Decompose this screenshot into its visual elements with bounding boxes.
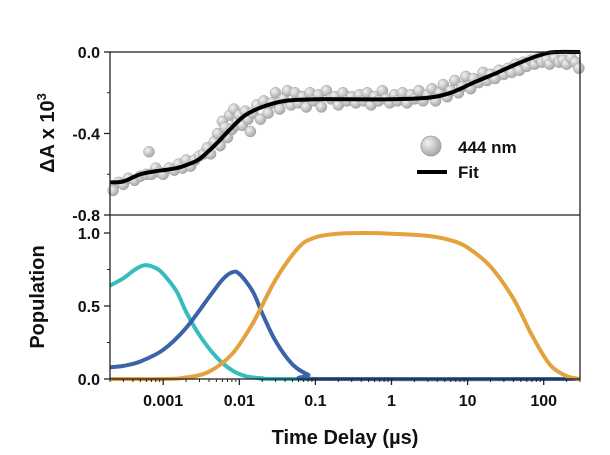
- legend-marker-444-nm: [420, 135, 442, 157]
- bottom-y-tick-label-1: 0.5: [78, 299, 100, 316]
- data-point-444nm-7: [143, 146, 155, 158]
- legend-label-444-nm: 444 nm: [458, 138, 517, 157]
- top-y-tick-label-1: -0.4: [72, 127, 100, 144]
- x-tick-label-1: 0.01: [224, 393, 255, 410]
- legend-item-fit: Fit: [417, 163, 479, 182]
- data-point-444nm-121: [573, 62, 585, 75]
- population-curve-2: [109, 231, 581, 382]
- bottom-y-tick-label-0: 0.0: [78, 372, 100, 389]
- data-point-444nm-45: [269, 87, 282, 99]
- top-panel-series: [107, 49, 585, 197]
- bottom-y-ticks: 0.0 0.5 1.0: [78, 226, 110, 389]
- x-tick-label-3: 1: [387, 393, 396, 410]
- bottom-y-tick-label-2: 1.0: [78, 226, 100, 243]
- x-tick-label-2: 0.1: [304, 393, 326, 410]
- x-tick-label-4: 10: [459, 393, 477, 410]
- bottom-y-axis-label: Population: [27, 245, 49, 348]
- bottom-panel-series: [108, 231, 581, 382]
- population-curve-0: [108, 263, 581, 382]
- top-y-tick-label-0: 0.0: [78, 45, 100, 62]
- legend-item-444-nm: 444 nm: [420, 135, 517, 157]
- x-tick-label-0: 0.001: [143, 393, 183, 410]
- legend: 444 nm Fit: [417, 135, 517, 182]
- data-point-444nm-43: [262, 107, 274, 119]
- population-curve-1: [109, 269, 581, 382]
- top-y-ticks: 0.0 -0.4 -0.8: [72, 45, 110, 225]
- x-tick-label-5: 100: [530, 393, 557, 410]
- top-y-axis-label: ΔA x 103: [34, 93, 59, 173]
- data-point-444nm-41: [254, 113, 267, 125]
- legend-label-fit: Fit: [458, 163, 479, 182]
- x-axis-label: Time Delay (µs): [272, 427, 419, 449]
- x-ticks: 0.001 0.01 0.1 1 10 100: [109, 379, 581, 410]
- data-point-444nm-57: [315, 101, 328, 113]
- data-point-444nm-38: [244, 125, 257, 138]
- fit-line: [109, 49, 581, 185]
- top-y-tick-label-2: -0.8: [72, 208, 100, 225]
- data-point-444nm-46: [273, 103, 286, 115]
- top-y-axis-label-superscript: 3: [34, 93, 49, 100]
